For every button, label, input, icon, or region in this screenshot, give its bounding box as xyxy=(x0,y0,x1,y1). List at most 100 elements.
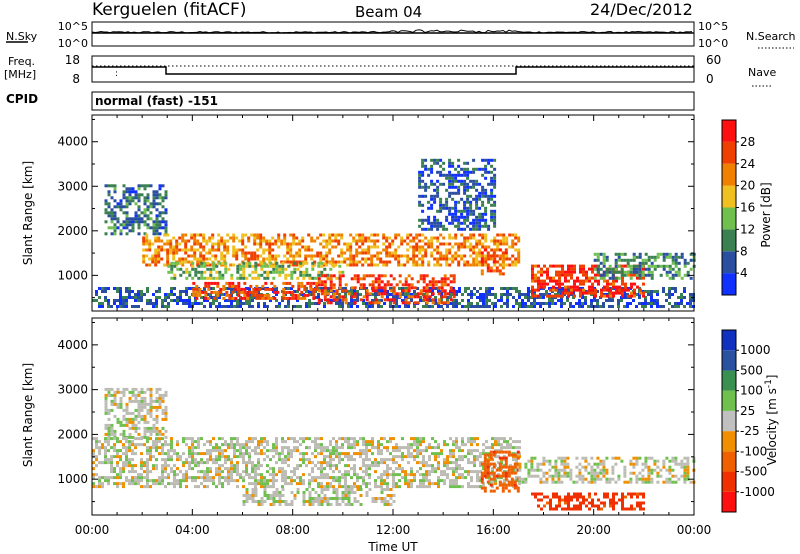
range-gate-cell xyxy=(176,440,179,444)
range-gate-cell xyxy=(107,193,111,197)
range-gate-cell xyxy=(164,226,168,230)
range-gate-cell xyxy=(449,482,452,486)
range-gate-cell xyxy=(254,437,257,441)
range-gate-cell xyxy=(389,287,392,290)
range-gate-cell xyxy=(278,273,282,277)
range-gate-cell xyxy=(560,287,563,290)
range-gate-cell xyxy=(505,239,509,243)
range-gate-cell xyxy=(269,497,273,500)
range-gate-cell xyxy=(504,459,508,463)
range-gate-cell xyxy=(206,449,209,453)
range-gate-cell xyxy=(674,252,678,256)
range-gate-cell xyxy=(503,437,506,441)
range-gate-cell xyxy=(542,293,545,296)
range-gate-cell xyxy=(308,461,311,465)
range-gate-cell xyxy=(540,285,543,289)
range-gate-cell xyxy=(512,296,515,299)
range-gate-cell xyxy=(252,287,256,291)
range-gate-cell xyxy=(170,437,173,441)
range-gate-cell xyxy=(434,446,437,450)
range-gate-cell xyxy=(416,461,419,465)
range-gate-cell xyxy=(248,497,252,500)
range-gate-cell xyxy=(161,217,165,221)
range-gate-cell xyxy=(365,287,368,290)
range-gate-cell xyxy=(609,294,612,298)
range-gate-cell xyxy=(383,461,386,465)
range-gate-cell xyxy=(582,264,585,268)
range-gate-cell xyxy=(488,446,491,450)
range-gate-cell xyxy=(350,299,353,302)
range-gate-cell xyxy=(413,301,417,305)
range-gate-cell xyxy=(428,289,432,293)
range-gate-cell xyxy=(377,452,380,456)
range-gate-cell xyxy=(478,215,482,219)
range-gate-cell xyxy=(311,479,314,483)
range-gate-cell xyxy=(263,305,266,308)
range-gate-cell xyxy=(439,224,443,228)
range-gate-cell xyxy=(437,280,441,284)
range-gate-cell xyxy=(230,479,233,483)
range-gate-cell xyxy=(406,236,410,240)
range-gate-cell xyxy=(537,264,540,268)
range-gate-cell xyxy=(251,482,254,486)
range-gate-cell xyxy=(101,443,104,447)
range-gate-cell xyxy=(641,261,645,265)
range-gate-cell xyxy=(191,479,194,483)
range-gate-cell xyxy=(421,194,425,198)
range-gate-cell xyxy=(490,197,494,201)
range-gate-cell xyxy=(119,482,122,486)
range-gate-cell xyxy=(301,236,305,240)
range-gate-cell xyxy=(224,287,227,290)
range-gate-cell xyxy=(197,443,200,447)
range-gate-cell xyxy=(466,236,470,240)
range-gate-cell xyxy=(137,214,141,218)
range-gate-cell xyxy=(392,500,396,503)
range-gate-cell xyxy=(449,298,453,302)
range-gate-cell xyxy=(490,248,494,252)
range-gate-cell xyxy=(433,194,437,198)
range-gate-cell xyxy=(452,287,455,290)
range-gate-cell xyxy=(458,467,461,471)
range-gate-cell xyxy=(380,497,384,500)
range-gate-cell xyxy=(479,485,482,489)
range-gate-cell xyxy=(355,263,359,267)
range-gate-cell xyxy=(418,182,422,186)
range-gate-cell xyxy=(392,289,396,293)
range-gate-cell xyxy=(492,260,496,264)
range-gate-cell xyxy=(576,285,579,289)
range-gate-cell xyxy=(513,486,517,490)
range-gate-cell xyxy=(328,248,332,252)
range-gate-cell xyxy=(204,281,208,285)
range-gate-cell xyxy=(231,296,235,300)
range-gate-cell xyxy=(335,488,339,491)
range-gate-cell xyxy=(404,479,407,483)
range-gate-cell xyxy=(461,476,464,480)
range-gate-cell xyxy=(665,299,668,302)
range-gate-cell xyxy=(212,476,215,480)
range-gate-cell xyxy=(422,274,426,278)
range-gate-cell xyxy=(480,251,484,255)
range-gate-cell xyxy=(635,305,638,308)
range-gate-cell xyxy=(314,440,317,444)
range-gate-cell xyxy=(653,290,656,293)
range-gate-cell xyxy=(146,411,150,415)
range-gate-cell xyxy=(92,299,95,302)
range-gate-cell xyxy=(605,273,609,277)
range-gate-cell xyxy=(433,182,437,186)
range-gate-cell xyxy=(527,287,530,290)
range-gate-cell xyxy=(110,429,114,433)
range-gate-cell xyxy=(312,290,316,294)
range-gate-cell xyxy=(269,264,273,268)
range-gate-cell xyxy=(252,290,256,294)
range-gate-cell xyxy=(650,255,654,259)
range-gate-cell xyxy=(161,449,164,453)
range-gate-cell xyxy=(107,408,111,412)
range-gate-cell xyxy=(167,455,170,459)
range-gate-cell xyxy=(128,196,132,200)
range-gate-cell xyxy=(161,426,165,430)
range-gate-cell xyxy=(256,242,260,246)
range-gate-cell xyxy=(552,495,555,499)
range-gate-cell xyxy=(404,470,407,474)
range-gate-cell xyxy=(184,257,188,261)
range-gate-cell xyxy=(573,288,576,292)
